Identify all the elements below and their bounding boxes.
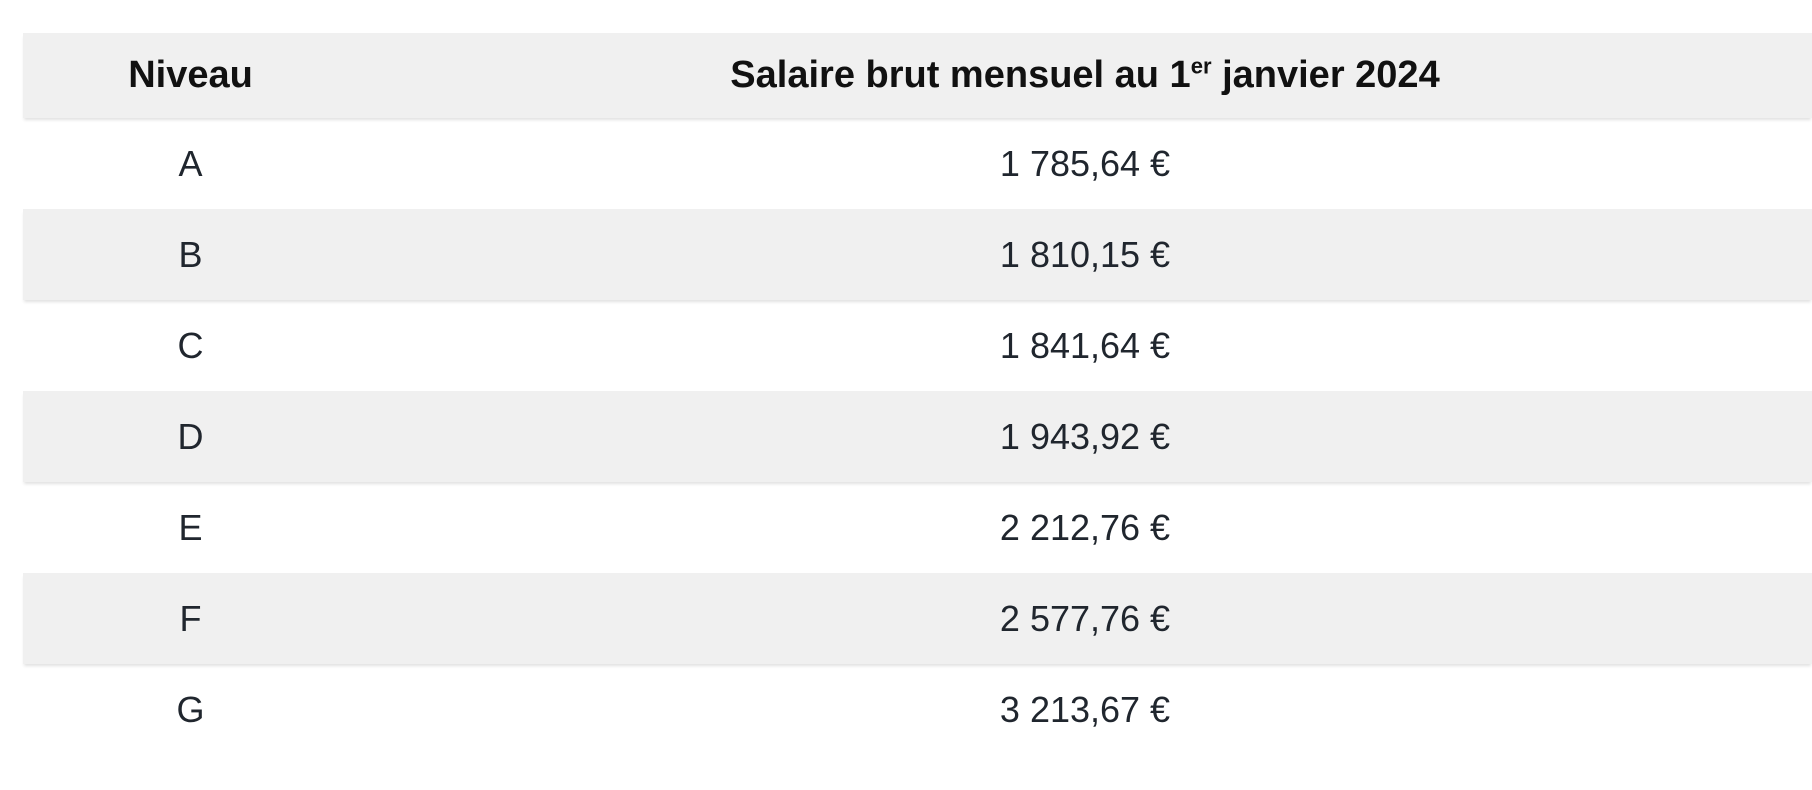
table-header-row: Niveau Salaire brut mensuel au 1er janvi… bbox=[23, 33, 1812, 118]
salaire-cell: 1 785,64 € bbox=[999, 142, 1171, 184]
niveau-cell: G bbox=[176, 688, 205, 730]
table-row-b: B 1 810,15 € bbox=[23, 209, 1812, 300]
salaire-cell: 1 810,15 € bbox=[999, 233, 1171, 275]
column-header-salaire-prefix: Salaire brut mensuel au 1 bbox=[730, 53, 1191, 96]
niveau-cell: B bbox=[178, 233, 203, 275]
table-row-a: A 1 785,64 € bbox=[23, 118, 1812, 209]
salaire-cell: 1 943,92 € bbox=[999, 415, 1171, 457]
niveau-cell: C bbox=[177, 324, 204, 366]
niveau-cell: A bbox=[178, 142, 203, 184]
table-row-f: F 2 577,76 € bbox=[23, 573, 1812, 664]
column-header-salaire-superscript: er bbox=[1190, 52, 1212, 78]
column-header-niveau: Niveau bbox=[23, 53, 358, 97]
salaire-cell: 1 841,64 € bbox=[999, 324, 1171, 366]
salaire-cell: 3 213,67 € bbox=[999, 688, 1171, 730]
salaire-cell: 2 577,76 € bbox=[999, 597, 1171, 639]
salaire-cell: 2 212,76 € bbox=[999, 506, 1171, 548]
table-row-g: G 3 213,67 € bbox=[23, 664, 1812, 755]
column-header-niveau-label: Niveau bbox=[128, 53, 253, 96]
table-row-e: E 2 212,76 € bbox=[23, 482, 1812, 573]
niveau-cell: E bbox=[178, 506, 203, 548]
table-row-c: C 1 841,64 € bbox=[23, 300, 1812, 391]
niveau-cell: D bbox=[177, 415, 204, 457]
niveau-cell: F bbox=[179, 597, 202, 639]
salary-table: Niveau Salaire brut mensuel au 1er janvi… bbox=[23, 33, 1812, 755]
column-header-salaire: Salaire brut mensuel au 1er janvier 2024 bbox=[358, 52, 1812, 97]
table-row-d: D 1 943,92 € bbox=[23, 391, 1812, 482]
column-header-salaire-suffix: janvier 2024 bbox=[1211, 53, 1440, 96]
